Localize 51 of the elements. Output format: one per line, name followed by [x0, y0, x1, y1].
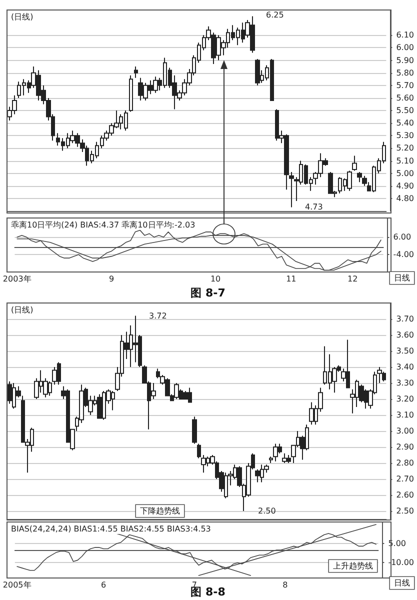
y-tick-label: 5.40: [396, 118, 414, 128]
caption: 图 8-8: [190, 586, 226, 598]
x-tick-label: 10: [210, 274, 221, 284]
y-tick-label: 3.40: [396, 362, 414, 372]
y-tick-label: 2.80: [396, 458, 414, 468]
y-tick-label: 3.00: [396, 426, 414, 436]
annotation: 下降趋势线: [140, 506, 180, 516]
x-tick-label: 11: [286, 274, 296, 284]
y-tick-label: 5.60: [396, 93, 414, 102]
y-tick-label: 5.50: [396, 106, 414, 115]
y-tick-label: 2.90: [396, 442, 414, 452]
annotation: 6.25: [266, 10, 284, 20]
x-tick-label: 9: [109, 274, 114, 284]
x-tick-label: 2005年: [2, 580, 32, 590]
y-tick-label: 2.50: [396, 506, 414, 516]
y-tick-label: 3.50: [396, 346, 414, 356]
y-tick-label: 6.10: [396, 30, 414, 40]
y-tick-label: -4.00: [393, 250, 414, 260]
x-tick-label: 6: [101, 580, 106, 590]
text: 日线: [394, 578, 410, 588]
y-tick-label: 5.00: [396, 168, 414, 178]
y-tick-label: 6.00: [393, 232, 412, 242]
y-tick-label: 3.10: [396, 410, 414, 420]
annotation: 4.73: [305, 202, 323, 212]
chart-title: BIAS(24,24,24) BIAS1:4.55 BIAS2:4.55 BIAS3:4.53: [11, 524, 211, 534]
y-tick-label: 5.30: [396, 131, 414, 140]
x-tick-label: 8: [282, 580, 288, 590]
chart-title: (日线): [11, 12, 34, 22]
y-tick-label: 5.80: [396, 68, 414, 78]
y-tick-label: 3.60: [396, 330, 414, 340]
text: 日线: [394, 274, 410, 282]
annotation: 上升趋势线: [333, 562, 373, 570]
caption: 图 8-7: [190, 286, 226, 300]
y-tick-label: 5.10: [396, 156, 414, 166]
y-tick-label: 3.70: [396, 314, 414, 324]
y-tick-label: 2.70: [396, 474, 414, 484]
chart-title: 乖离10日平均(24) BIAS:4.37 乖离10日平均:-2.03: [11, 220, 196, 230]
y-tick-label: 4.80: [396, 194, 414, 203]
y-tick-label: 3.30: [396, 378, 414, 388]
y-tick-label: 6.00: [396, 43, 414, 52]
y-tick-label: 2.60: [396, 490, 414, 500]
y-tick-label: 5.90: [396, 56, 414, 65]
annotation: 2.50: [258, 506, 276, 516]
y-tick-label: 4.90: [396, 181, 414, 190]
annotation: 3.72: [149, 312, 167, 320]
x-tick-label: 2003年: [2, 274, 32, 284]
y-tick-label: 3.20: [396, 394, 414, 404]
y-tick-label: 5.20: [396, 144, 414, 153]
y-tick-label: 5.70: [396, 80, 414, 90]
chart-title: (日线): [11, 306, 34, 314]
x-tick-label: 12: [347, 274, 358, 284]
